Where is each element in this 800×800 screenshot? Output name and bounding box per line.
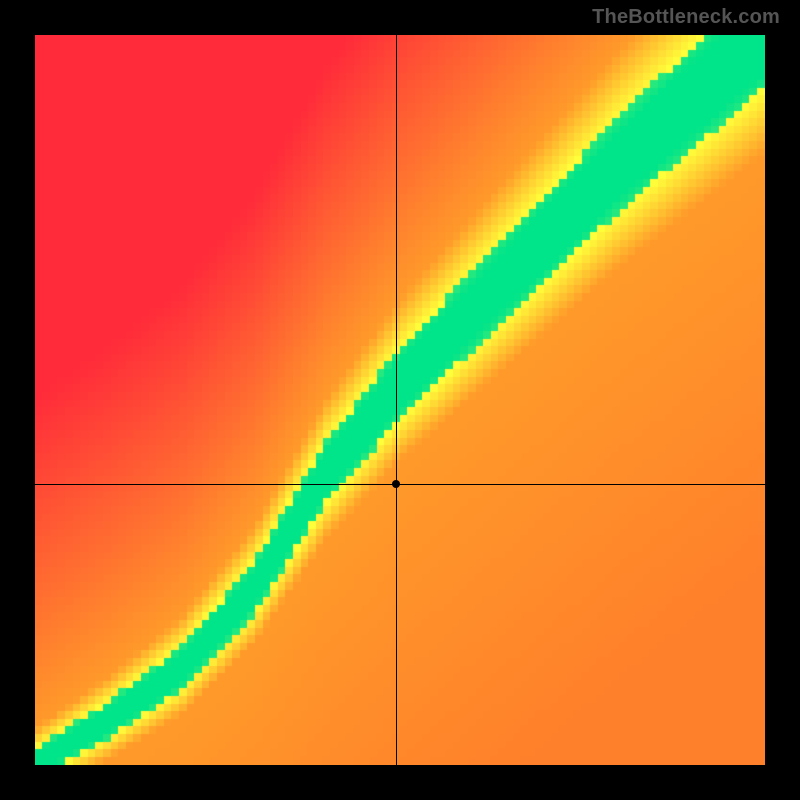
watermark-text: TheBottleneck.com [592, 6, 780, 29]
crosshair-vertical [396, 35, 397, 765]
bottleneck-heatmap [35, 35, 765, 765]
crosshair-marker [392, 480, 400, 488]
chart-frame: TheBottleneck.com [0, 0, 800, 800]
